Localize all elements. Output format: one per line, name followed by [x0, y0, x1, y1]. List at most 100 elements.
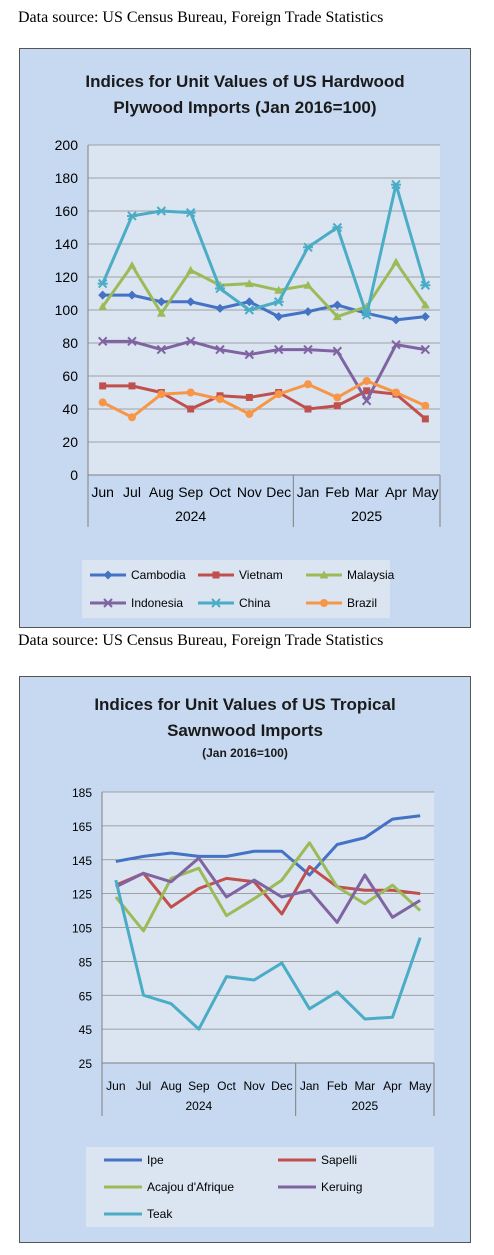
data-point-vietnam — [128, 382, 136, 390]
legend-label-vietnam: Vietnam — [239, 568, 283, 582]
data-point-brazil — [274, 390, 283, 399]
y-tick-label: 45 — [79, 1023, 93, 1037]
data-point-vietnam — [245, 393, 253, 401]
x-tick-label: Sep — [188, 1079, 210, 1093]
x-tick-label: Feb — [327, 1079, 348, 1093]
data-source-note: Data source: US Census Bureau, Foreign T… — [18, 9, 384, 26]
data-point-indonesia — [420, 344, 431, 355]
x-tick-label: Dec — [266, 484, 291, 500]
data-point-china — [244, 305, 255, 315]
series-line-indonesia — [102, 339, 426, 403]
data-point-malaysia — [127, 260, 137, 269]
data-point-cambodia — [98, 290, 108, 300]
legend-marker-indonesia — [103, 598, 113, 608]
legend-label-china: China — [239, 596, 271, 610]
legend-marker-brazil — [320, 599, 328, 607]
data-point-brazil — [98, 398, 107, 407]
y-tick-label: 120 — [55, 269, 79, 285]
data-point-malaysia — [420, 300, 430, 309]
legend-label-acajou-d-afrique: Acajou d'Afrique — [147, 1180, 234, 1194]
data-point-indonesia — [97, 336, 108, 347]
x-tick-label: May — [409, 1079, 432, 1093]
legend-marker-china — [211, 598, 221, 608]
data-point-china — [273, 297, 284, 307]
x-tick-label: Dec — [271, 1079, 292, 1093]
x-tick-label: Feb — [325, 484, 349, 500]
data-point-indonesia — [185, 336, 196, 347]
x-tick-label: Nov — [237, 484, 262, 500]
data-point-indonesia — [332, 346, 343, 356]
data-point-indonesia — [156, 344, 167, 355]
data-point-malaysia — [186, 265, 196, 274]
x-tick-label: May — [412, 484, 438, 500]
data-point-china — [127, 211, 137, 221]
data-point-china — [156, 206, 167, 216]
data-point-brazil — [186, 388, 195, 397]
x-tick-label: Aug — [160, 1079, 181, 1093]
data-point-cambodia — [186, 297, 196, 307]
y-tick-label: 140 — [55, 236, 79, 252]
legend-label-keruing: Keruing — [321, 1180, 362, 1194]
year-group-label: 2025 — [351, 1099, 378, 1113]
data-point-china — [185, 207, 196, 218]
y-tick-label: 80 — [62, 335, 78, 351]
chart-title-line: Sawnwood Imports — [167, 721, 323, 740]
legend-box — [86, 1147, 434, 1227]
y-tick-label: 25 — [79, 1057, 93, 1071]
data-point-malaysia — [303, 280, 313, 289]
data-point-indonesia — [244, 349, 255, 360]
data-point-china — [97, 278, 108, 289]
series-line-ipe — [115, 814, 421, 877]
y-tick-label: 200 — [55, 137, 79, 153]
data-point-cambodia — [156, 297, 166, 307]
x-tick-label: Sep — [178, 484, 203, 500]
y-tick-label: 160 — [55, 203, 79, 219]
legend-label-sapelli: Sapelli — [321, 1153, 357, 1167]
legend-label-teak: Teak — [147, 1207, 173, 1221]
x-tick-label: Jun — [91, 484, 114, 500]
data-point-brazil — [362, 376, 371, 385]
data-point-cambodia — [244, 297, 254, 307]
data-source-note-2: Data source: US Census Bureau, Foreign T… — [18, 632, 384, 649]
hardwood-plywood-chart-svg: Indices for Unit Values of US Hardwood Pl… — [55, 72, 441, 618]
data-point-cambodia — [274, 312, 284, 322]
y-tick-label: 165 — [72, 820, 92, 834]
data-point-brazil — [216, 395, 224, 404]
data-point-brazil — [304, 380, 312, 389]
x-tick-label: Jan — [300, 1079, 319, 1093]
y-tick-label: 180 — [55, 170, 79, 186]
data-point-malaysia — [244, 279, 254, 288]
data-point-china — [361, 310, 372, 320]
data-point-indonesia — [391, 339, 401, 350]
data-point-indonesia — [215, 344, 225, 355]
x-tick-label: Mar — [354, 1079, 375, 1093]
data-point-brazil — [128, 413, 136, 422]
x-tick-label: Oct — [209, 484, 231, 500]
legend-box — [82, 560, 390, 618]
series-line-brazil — [101, 379, 426, 419]
data-point-malaysia — [274, 285, 284, 294]
data-point-china — [215, 283, 225, 294]
data-point-indonesia — [361, 396, 372, 406]
y-tick-label: 185 — [72, 786, 92, 800]
y-tick-label: 125 — [72, 888, 92, 902]
series-line-teak — [114, 879, 422, 1031]
data-point-cambodia — [332, 300, 342, 310]
x-tick-label: Aug — [149, 484, 174, 500]
x-tick-label: Jan — [297, 484, 320, 500]
x-tick-label: Jul — [123, 484, 141, 500]
legend-label-ipe: Ipe — [147, 1153, 164, 1167]
data-point-malaysia — [156, 308, 166, 317]
data-point-vietnam — [333, 402, 341, 410]
data-point-cambodia — [420, 312, 430, 322]
legend-marker-cambodia — [103, 570, 113, 580]
x-tick-label: Mar — [355, 484, 379, 500]
data-point-indonesia — [127, 336, 137, 347]
data-point-china — [391, 179, 401, 190]
hardwood-plywood-chart: Indices for Unit Values of US Hardwood Pl… — [19, 48, 471, 628]
y-tick-label: 100 — [55, 302, 79, 318]
year-group-label: 2024 — [185, 1099, 212, 1113]
y-tick-label: 65 — [79, 989, 93, 1003]
data-point-vietnam — [304, 405, 312, 413]
data-point-indonesia — [273, 344, 284, 355]
